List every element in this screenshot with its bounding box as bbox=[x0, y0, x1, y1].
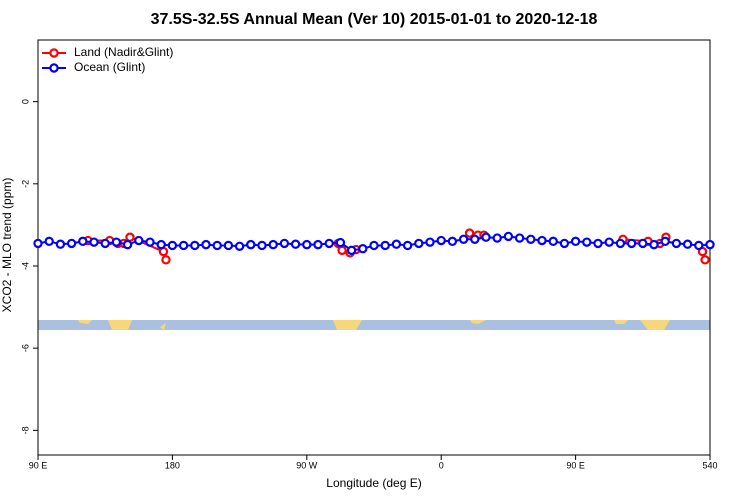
data-point bbox=[167, 240, 178, 251]
data-point bbox=[257, 240, 267, 251]
data-point bbox=[380, 240, 390, 251]
data-point bbox=[358, 244, 368, 254]
data-point bbox=[660, 236, 670, 247]
x-axis-label: Longitude (deg E) bbox=[326, 476, 421, 490]
data-point bbox=[537, 235, 547, 246]
data-point bbox=[492, 233, 502, 243]
data-point bbox=[604, 237, 614, 247]
data-point bbox=[178, 240, 189, 251]
data-point bbox=[682, 239, 693, 249]
data-point bbox=[559, 238, 570, 249]
data-point bbox=[324, 238, 334, 249]
data-point bbox=[593, 238, 603, 249]
data-point bbox=[414, 238, 424, 249]
data-point bbox=[201, 239, 211, 250]
data-point bbox=[223, 240, 234, 251]
data-point bbox=[246, 239, 256, 250]
data-point bbox=[190, 240, 200, 251]
data-point bbox=[391, 239, 402, 249]
x-tick-label: 180 bbox=[165, 460, 180, 470]
data-point bbox=[125, 232, 135, 242]
data-point bbox=[290, 239, 301, 249]
x-tick-label: 90 E bbox=[29, 460, 48, 470]
data-point bbox=[145, 237, 155, 247]
x-tick-label: 0 bbox=[439, 460, 444, 470]
legend-label: Ocean (Glint) bbox=[74, 60, 145, 74]
map-strip bbox=[38, 320, 710, 330]
chart-title: 37.5S-32.5S Annual Mean (Ver 10) 2015-01… bbox=[151, 11, 598, 28]
data-point bbox=[346, 245, 357, 256]
data-point bbox=[615, 238, 626, 249]
legend-label: Land (Nadir&Glint) bbox=[74, 45, 173, 59]
y-tick-label: -2 bbox=[20, 180, 30, 188]
data-point bbox=[548, 236, 558, 247]
data-point bbox=[447, 236, 458, 247]
data-point bbox=[335, 237, 346, 248]
data-point bbox=[464, 228, 475, 238]
data-point bbox=[425, 237, 435, 247]
y-tick-label: 0 bbox=[20, 99, 30, 104]
data-point bbox=[161, 255, 171, 265]
data-point bbox=[44, 236, 54, 247]
data-point bbox=[134, 235, 144, 246]
data-point bbox=[402, 240, 413, 251]
data-point bbox=[638, 238, 648, 249]
legend-marker bbox=[49, 48, 59, 58]
data-point bbox=[33, 238, 43, 249]
data-point bbox=[369, 240, 379, 251]
data-point bbox=[55, 239, 66, 249]
y-tick-label: -4 bbox=[20, 262, 30, 270]
data-point bbox=[337, 245, 347, 256]
x-tick-label: 540 bbox=[702, 460, 717, 470]
data-point bbox=[100, 238, 110, 249]
data-point bbox=[436, 235, 446, 246]
data-point bbox=[570, 236, 581, 247]
data-point bbox=[89, 237, 99, 247]
data-point bbox=[458, 234, 469, 244]
data-point bbox=[78, 236, 88, 247]
legend-marker bbox=[49, 63, 59, 73]
data-point bbox=[526, 234, 536, 244]
y-tick-label: -6 bbox=[20, 344, 30, 352]
data-point bbox=[705, 239, 715, 250]
data-point bbox=[234, 241, 245, 251]
data-point bbox=[156, 239, 166, 250]
x-tick-label: 90 W bbox=[296, 460, 318, 470]
data-point bbox=[649, 239, 659, 250]
data-point bbox=[279, 238, 290, 249]
data-point bbox=[66, 238, 77, 249]
data-point bbox=[212, 240, 222, 251]
data-point bbox=[700, 255, 710, 265]
y-tick-label: -8 bbox=[20, 426, 30, 434]
data-point bbox=[694, 240, 704, 251]
data-point bbox=[268, 239, 278, 250]
data-point bbox=[313, 239, 323, 250]
data-point bbox=[111, 237, 122, 247]
data-point bbox=[503, 231, 514, 242]
data-point bbox=[302, 239, 312, 250]
x-tick-label: 90 E bbox=[566, 460, 585, 470]
data-point bbox=[582, 237, 592, 247]
data-point bbox=[626, 238, 637, 249]
data-point bbox=[470, 234, 480, 244]
data-point bbox=[122, 239, 133, 250]
y-axis-label: XCO2 - MLO trend (ppm) bbox=[0, 178, 14, 313]
data-point bbox=[671, 238, 682, 249]
data-point bbox=[481, 232, 491, 242]
data-point bbox=[514, 233, 525, 243]
